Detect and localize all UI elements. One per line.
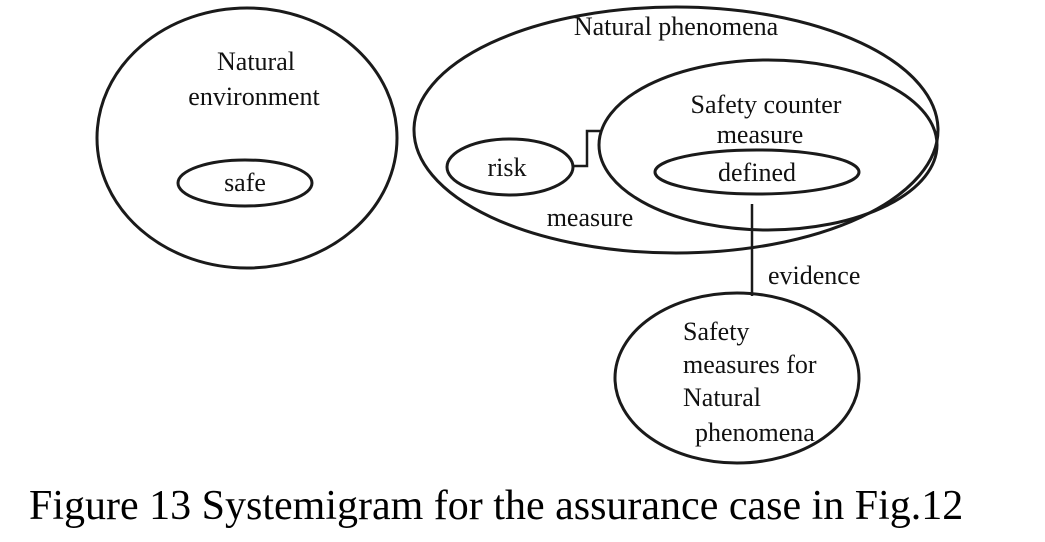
safety-counter-measure-label-line-1: Safety counter	[691, 90, 842, 119]
natural-environment-label-line-2: environment	[188, 82, 320, 111]
evidence-label: evidence	[768, 261, 860, 290]
safety-measures-label-line-2: measures for	[683, 350, 817, 379]
safety-measures-label-line-1: Safety	[683, 317, 749, 346]
risk-to-countermeasure-connector	[573, 129, 600, 168]
safety-measures-label-line-3: Natural	[683, 383, 761, 412]
defined-ellipse	[653, 148, 861, 196]
natural-environment-label-line-1: Natural	[217, 47, 295, 76]
figure-caption: Figure 13 Systemigram for the assurance …	[29, 483, 963, 529]
safety-counter-measure-ellipse	[597, 58, 939, 232]
safe-ellipse	[176, 158, 314, 208]
natural-environment-ellipse	[95, 6, 399, 270]
natural-phenomena-node: Natural phenomena risk measure Safety co…	[412, 5, 940, 255]
safe-label: safe	[224, 168, 266, 197]
natural-phenomena-ellipse	[412, 5, 940, 255]
defined-label: defined	[718, 158, 796, 187]
safety-measures-ellipse	[613, 291, 861, 465]
natural-environment-node: Natural environment safe	[95, 6, 399, 270]
measure-label: measure	[547, 203, 634, 232]
natural-phenomena-label: Natural phenomena	[574, 12, 779, 41]
safety-counter-measure-label-line-2: measure	[717, 120, 804, 149]
safety-measures-node: Safety measures for Natural phenomena	[613, 291, 861, 465]
safety-measures-label-line-4: phenomena	[695, 418, 815, 447]
risk-label: risk	[488, 153, 527, 182]
